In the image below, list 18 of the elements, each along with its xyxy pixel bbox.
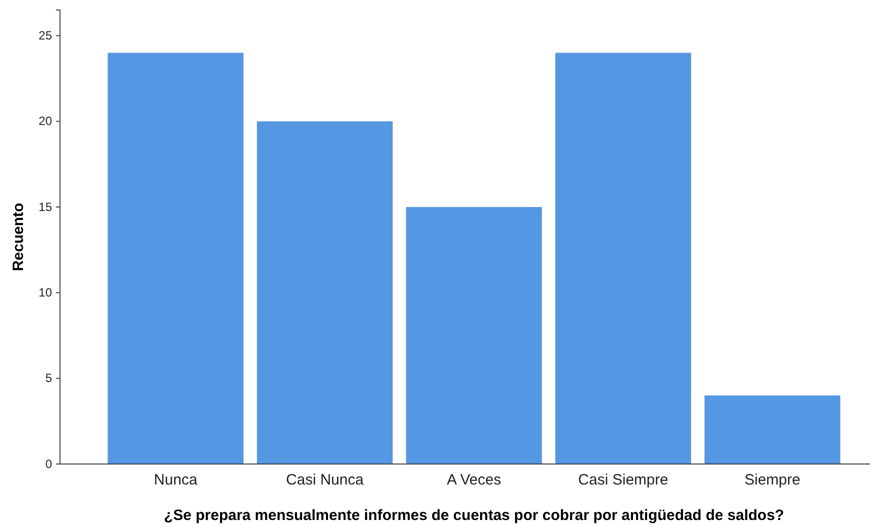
x-tick-label: Siempre (744, 472, 800, 489)
x-axis-title: ¿Se prepara mensualmente informes de cuentas por cobrar por antigüedad de saldos? (164, 507, 784, 524)
y-axis-title: Recuento (10, 202, 27, 272)
y-tick-label: 20 (38, 114, 52, 128)
bar (108, 52, 244, 464)
y-tick-label: 10 (38, 286, 52, 300)
bar (704, 395, 840, 464)
x-tick-label: Nunca (154, 472, 198, 489)
bar (406, 207, 542, 464)
y-tick-label: 5 (45, 371, 52, 386)
bar (256, 121, 393, 464)
bar (555, 52, 692, 464)
y-tick-label: 0 (45, 456, 52, 471)
x-tick-label: Casi Siempre (578, 472, 668, 489)
y-tick-label: 15 (38, 200, 52, 214)
x-tick-label: A Veces (446, 472, 502, 489)
y-tick-label: 25 (38, 28, 52, 43)
x-tick-label: Casi Nunca (286, 472, 364, 489)
